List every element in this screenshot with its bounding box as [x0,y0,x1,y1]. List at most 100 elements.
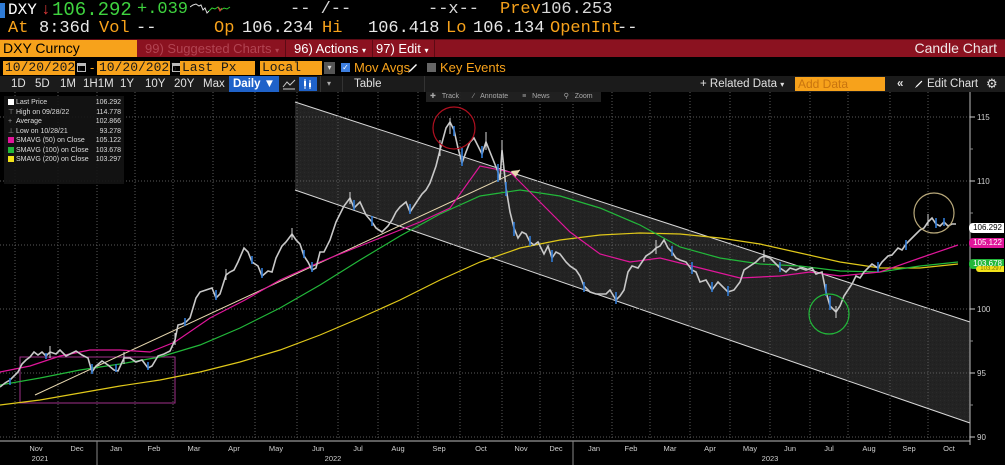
svg-text:Jun: Jun [784,444,796,453]
range-1h1m[interactable]: 1H1M [83,78,114,90]
related-data-label: + Related Data [700,78,778,90]
descending-channel [295,102,970,423]
annotate-label: Annotate [480,93,509,100]
x-axis-labels: Nov Dec Jan Feb Mar Apr May Jun Jul Aug Sep Oc… [29,444,955,463]
svg-text:Jan: Jan [110,444,122,453]
news-label: News [532,93,550,100]
collapse-icon[interactable]: « [897,78,904,90]
time-label: At [8,19,29,38]
add-data-input[interactable]: Add Data [795,77,885,91]
table-button[interactable]: Table [354,78,382,90]
low-label: Lo [446,19,467,38]
svg-text:100: 100 [977,305,991,314]
frequency-dropdown[interactable]: Daily ▼ [229,76,280,92]
net-change: +.039 [137,0,189,19]
mov-avgs-label[interactable]: Mov Avgs [354,60,411,75]
svg-text:Apr: Apr [228,444,240,453]
down-arrow-icon: ↓ [41,1,51,19]
legend-label: SMAVG (50) on Close [16,137,85,144]
ticker-symbol[interactable]: DXY [8,1,37,19]
chart-legend[interactable]: Last Price 106.292 ⊤ High on 09/28/22 114… [4,96,124,184]
last-price-swatch-icon [8,99,14,106]
chart-type-dropdown-icon[interactable]: ▾ [327,79,332,88]
svg-text:Feb: Feb [625,444,638,453]
key-events-checkbox[interactable] [427,63,436,72]
legend-label: High on 09/28/22 [16,108,70,116]
sma200-badge: 103.297 [976,266,1004,272]
candle-chart-icon[interactable] [299,77,317,91]
actions-label: 96) Actions [294,41,359,56]
track-tool[interactable]: ✚ Track [430,93,460,100]
legend-row-sma50[interactable]: SMAVG (50) on Close 105.122 [8,136,121,146]
candle-wicks [49,118,929,364]
annotate-tool[interactable]: ∕ Annotate [473,93,509,100]
range-5d[interactable]: 5D [35,78,50,90]
mov-avgs-checkbox[interactable]: ✓ [341,63,350,72]
svg-text:2023: 2023 [762,454,779,463]
legend-row-high[interactable]: ⊤ High on 09/28/22 114.778 [8,108,121,118]
range-1y[interactable]: 1Y [120,78,135,90]
price-chart[interactable]: 115 110 100 95 90 Nov Dec Jan Feb Mar Apr M… [0,92,1005,465]
svg-text:Jul: Jul [353,444,363,453]
legend-value: 105.122 [95,137,121,144]
svg-text:Aug: Aug [862,444,875,453]
low-circle [808,293,850,335]
down-candles [9,126,945,385]
bid-ask-size: --x-- [428,0,480,19]
range-1d[interactable]: 1D [11,78,26,90]
end-date-field[interactable]: 10/20/2023 [97,60,178,75]
svg-text:Apr: Apr [704,444,716,453]
svg-text:Jun: Jun [312,444,324,453]
suggested-charts-button[interactable]: 99) Suggested Charts ▾ [139,40,287,57]
quote-header: DXY ↓ 106.292 +.039 -- /-- --x-- Prev 10… [0,0,1005,21]
zoom-tool[interactable]: ⚲ Zoom [563,93,593,100]
svg-text:2021: 2021 [32,454,49,463]
openint-value: -- [617,19,638,38]
legend-value: 102.866 [95,118,121,125]
legend-row-last-price[interactable]: Last Price 106.292 [8,98,121,108]
start-date-field[interactable]: 10/20/2021 [3,60,84,75]
legend-value: 93.278 [99,127,121,135]
range-10y[interactable]: 10Y [145,78,166,90]
price-candles [0,118,956,388]
key-events-label[interactable]: Key Events [440,60,506,75]
legend-row-sma200[interactable]: SMAVG (200) on Close 103.297 [8,155,121,165]
legend-label: Low on 10/28/21 [16,127,68,135]
news-tool[interactable]: ≡ News [522,93,550,100]
legend-row-sma100[interactable]: SMAVG (100) on Close 103.678 [8,146,121,156]
sma-100-line [0,189,959,386]
legend-label: SMAVG (100) on Close [16,146,89,154]
gear-icon[interactable]: ⚙ [986,76,998,91]
related-data-button[interactable]: + Related Data ▾ [700,76,784,92]
edit-chart-button[interactable]: Edit Chart [927,78,979,90]
actions-button[interactable]: 96) Actions ▾ [288,40,373,57]
field-selector[interactable]: Last Px [180,61,255,75]
chart-type-title: Candle Chart [914,40,998,56]
dropdown-caret-icon: ▾ [424,46,429,55]
legend-label: Average [16,118,42,125]
dropdown-caret-icon: ▾ [275,46,280,55]
security-field[interactable]: DXY Curncy [0,40,137,57]
currency-selector[interactable]: Local CCY [260,61,322,89]
pencil-icon[interactable] [407,62,419,74]
dropdown-caret-icon: ▾ [361,46,366,55]
line-chart-icon[interactable] [280,77,298,91]
range-20y[interactable]: 20Y [174,78,195,90]
dropdown-caret-icon: ▼ [263,78,276,90]
suggested-charts-label: 99) Suggested Charts [145,41,272,56]
currency-dropdown-icon[interactable]: ▾ [324,62,335,74]
legend-row-low[interactable]: ⊥ Low on 10/28/21 93.278 [8,127,121,137]
svg-text:Mar: Mar [188,444,201,453]
svg-text:Mar: Mar [664,444,677,453]
vol-label: Vol [99,19,130,38]
svg-text:95: 95 [977,369,986,378]
legend-row-average[interactable]: + Average 102.866 [8,117,121,127]
calendar-icon[interactable] [77,63,86,72]
track-label: Track [441,93,460,100]
range-1m[interactable]: 1M [60,78,76,90]
vol-value: -- [136,19,157,38]
range-max[interactable]: Max [203,78,225,90]
edit-button[interactable]: 97) Edit ▾ [370,40,436,57]
sma-200-line [0,232,959,406]
svg-text:Aug: Aug [391,444,404,453]
